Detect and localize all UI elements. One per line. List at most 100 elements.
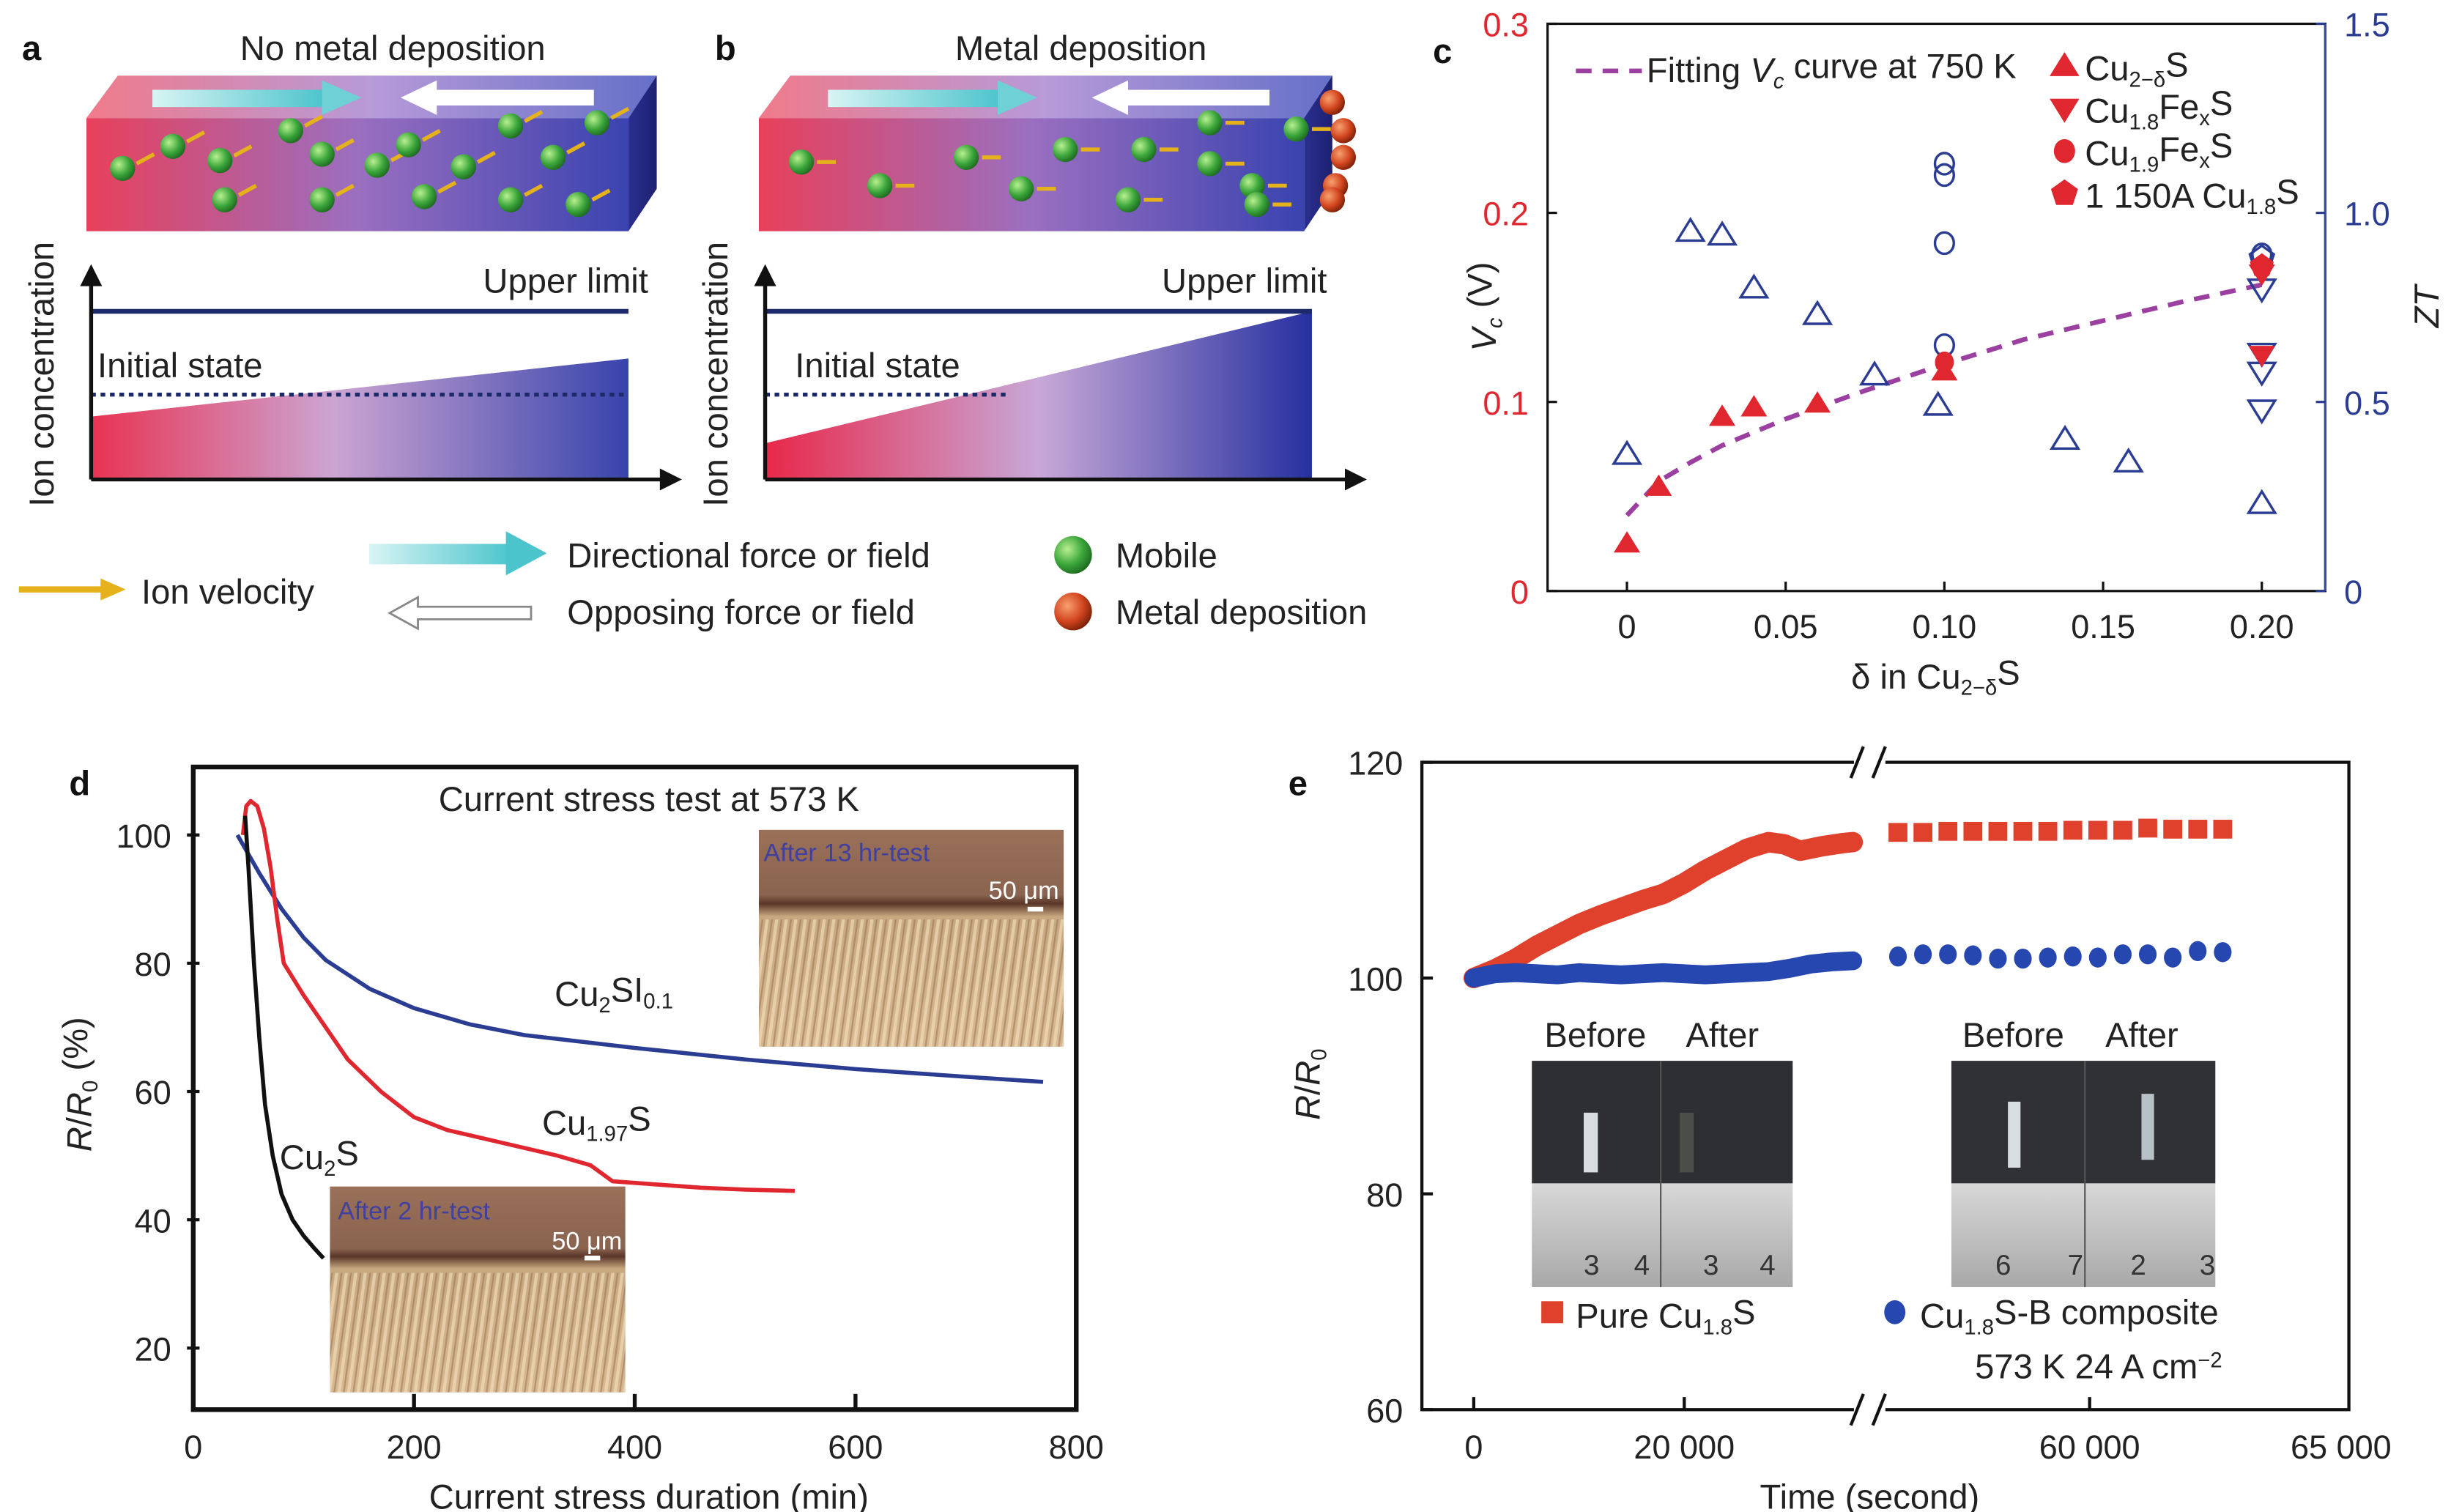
- mobile-ion: [1053, 136, 1078, 163]
- x-tick-label: 0.05: [1754, 608, 1818, 645]
- opposing-field-arrow-icon: [388, 595, 533, 631]
- fit-curve: [1625, 282, 2263, 517]
- mobile-ion: [278, 118, 303, 144]
- legend-fit-label: Fitting Vc​ curve at 750 K: [1647, 46, 2017, 93]
- panel-label-c: c: [1433, 32, 1452, 70]
- text-segment: (V): [1461, 262, 1499, 318]
- text-segment: Cu: [1920, 1297, 1964, 1335]
- vc-point: [2248, 346, 2275, 368]
- mobile-ion: [1197, 151, 1223, 177]
- chart-title-d: Current stress test at 573 K: [439, 779, 859, 818]
- text-segment: Fe: [2159, 87, 2199, 126]
- ruler-number: 4: [1760, 1250, 1775, 1281]
- series-label: Cu2​SI0.1​: [555, 971, 673, 1018]
- data-point: [2163, 820, 2183, 839]
- metal-deposition-icon: [1054, 592, 1092, 631]
- text-segment: S: [335, 1134, 358, 1173]
- scale-bar: [1027, 906, 1044, 912]
- text-segment: 1.8: [2129, 111, 2159, 134]
- mobile-ion: [411, 184, 437, 210]
- zt-point: [1858, 360, 1891, 386]
- text-segment: R: [59, 1127, 98, 1152]
- scale-bar-label: 50 μm: [552, 1227, 622, 1255]
- test-conditions-label: 573 K 24 A cm−2: [1975, 1346, 2222, 1385]
- zt-point: [1922, 390, 1954, 416]
- ion-velocity-arrow: [476, 151, 496, 164]
- ruler-number: 7: [2068, 1250, 2083, 1281]
- mobile-ion: [207, 147, 233, 174]
- text-segment: Pure Cu: [1576, 1297, 1702, 1335]
- x-tick-label: 0: [1464, 1428, 1483, 1466]
- panel-b: b Metal deposition Upper limit Initial s…: [696, 29, 1368, 507]
- initial-state-label-b: Initial state: [795, 346, 960, 385]
- scale-bar-label: 50 μm: [989, 877, 1059, 905]
- panel-d: d After 13 hr-test 50 μm After 2 hr-test…: [56, 764, 1104, 1512]
- axis-break-top: [1849, 746, 1887, 779]
- inset-caption: After 2 hr-test: [338, 1198, 490, 1226]
- mobile-ion: [1283, 116, 1309, 142]
- directional-field-arrowhead: [997, 80, 1037, 115]
- text-segment: 1.97: [586, 1123, 628, 1146]
- x-axis-label: δ in Cu2−δ​S: [1851, 653, 2020, 700]
- text-segment: Cu: [2085, 92, 2129, 130]
- ion-velocity-arrow: [335, 184, 355, 197]
- ruler-number: 3: [2200, 1250, 2215, 1281]
- data-point: [2213, 820, 2233, 839]
- mobile-ion: [396, 132, 421, 158]
- text-segment: S: [1732, 1292, 1755, 1331]
- ruler-number: 4: [1634, 1250, 1650, 1281]
- opposing-field-arrow: [400, 80, 594, 115]
- y-tick-label-left: 0.3: [1483, 7, 1529, 44]
- y-axis-label-a: Ion concentration: [22, 242, 61, 507]
- mobile-ion: [1197, 110, 1223, 136]
- y-axis-label-left: Vc​ (V): [1461, 262, 1508, 352]
- text-segment: V: [1750, 51, 1776, 89]
- panel-label-a: a: [22, 29, 42, 67]
- ion-velocity-arrow: [591, 188, 611, 202]
- data-point: [1888, 946, 1907, 967]
- data-point: [2113, 820, 2132, 840]
- ion-velocity-arrow: [335, 138, 355, 152]
- text-segment: c: [1773, 70, 1784, 94]
- ion-velocity-arrow: [136, 152, 155, 166]
- text-segment: −2: [2198, 1349, 2222, 1373]
- series-line: [242, 815, 325, 1260]
- text-segment: S: [1997, 653, 2020, 692]
- directional-field-arrow: [828, 89, 1001, 108]
- vc-point: [1645, 474, 1672, 496]
- mobile-ion: [212, 187, 237, 212]
- y-tick-label: 60: [1366, 1392, 1403, 1429]
- panel-b-title: Metal deposition: [955, 29, 1207, 67]
- legend-marker: [2050, 179, 2078, 205]
- text-segment: 1.9: [2129, 153, 2159, 177]
- y-axis-label: R/R0​: [1288, 1049, 1332, 1121]
- data-point: [2164, 947, 2182, 968]
- x-tick-label: 800: [1049, 1428, 1104, 1466]
- ion-velocity-arrow: [185, 130, 206, 144]
- text-segment: 1.8: [1702, 1316, 1732, 1340]
- directional-field-label: Directional force or field: [567, 536, 930, 575]
- legend-label: Cu1.8​S-B composite: [1920, 1292, 2219, 1339]
- zt-point: [1738, 273, 1770, 299]
- series-dense-trace: [1463, 831, 1864, 989]
- x-tick-label: 400: [607, 1428, 662, 1466]
- y-tick-label: 40: [135, 1202, 171, 1239]
- data-point: [2013, 821, 2033, 841]
- zt-point: [2246, 489, 2277, 514]
- vc-point: [2250, 253, 2274, 276]
- y-axis-label-b: Ion concentration: [696, 242, 735, 507]
- mobile-ion: [364, 152, 390, 178]
- vc-point: [1935, 351, 1954, 374]
- series-dense-trace: [1464, 951, 1863, 988]
- opposing-field-label: Opposing force or field: [567, 593, 915, 631]
- zt-point: [1611, 440, 1643, 465]
- concentration-plot-a: Upper limit Initial state Ion concentrat…: [22, 242, 682, 507]
- ion-velocity-arrow-icon: [18, 578, 126, 601]
- legend-label: Cu2−δ​S: [2085, 45, 2188, 92]
- y-tick-label-right: 0.5: [2344, 385, 2390, 422]
- ion-velocity-arrow: [566, 141, 586, 155]
- micrograph-inset-2hr: After 2 hr-test 50 μm: [330, 1186, 626, 1393]
- panel-label-e: e: [1288, 764, 1308, 803]
- deposited-metal: [1319, 187, 1346, 212]
- zt-point: [1706, 220, 1738, 246]
